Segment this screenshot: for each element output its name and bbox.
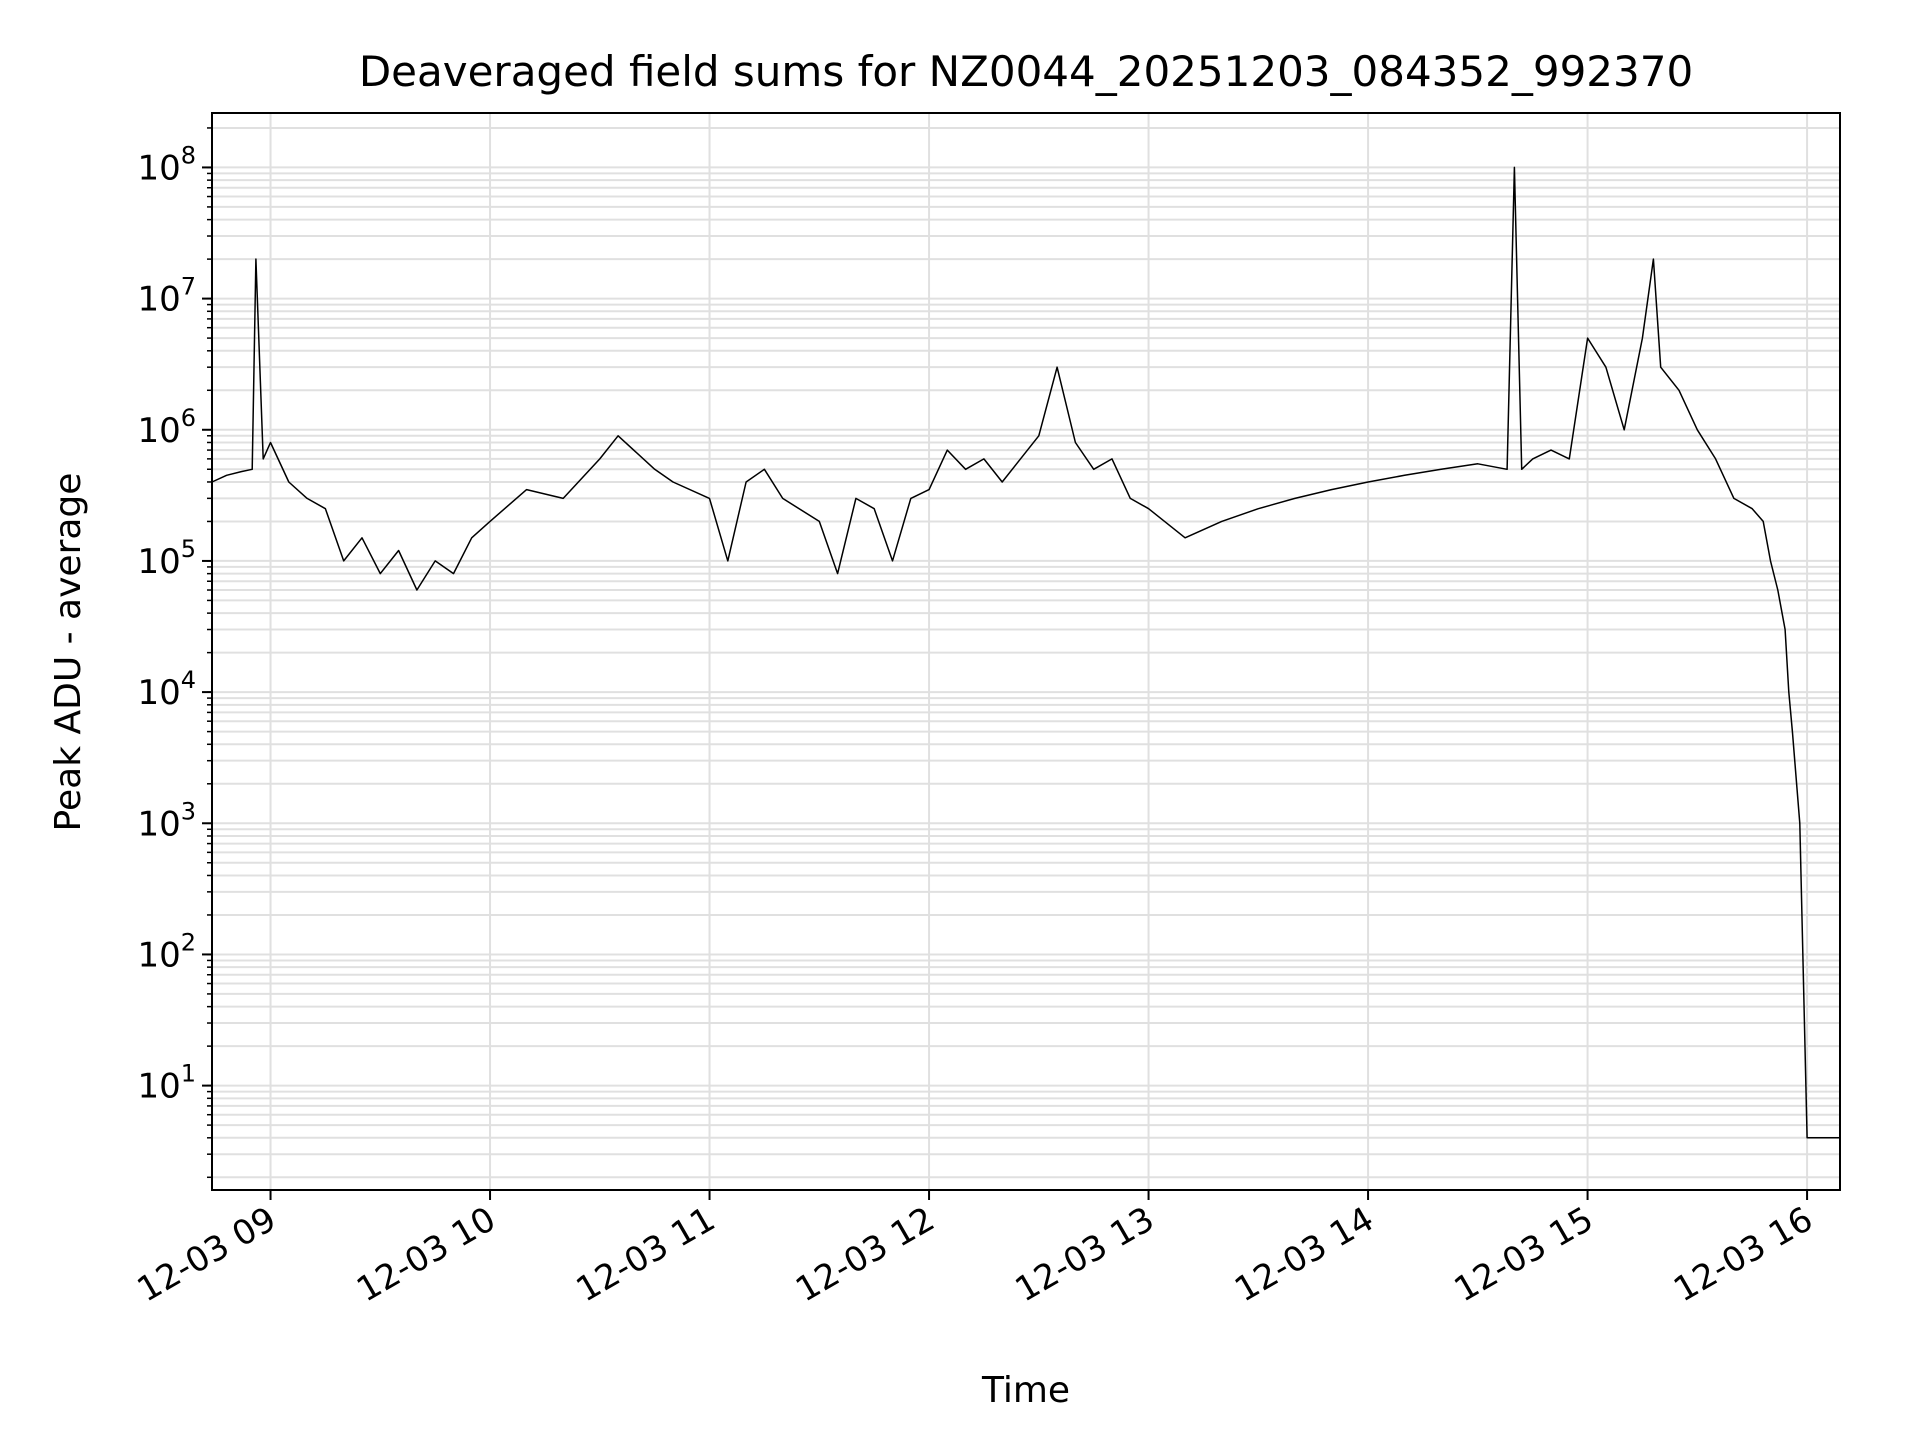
y-tick-label: 104	[137, 666, 196, 713]
y-tick-label: 105	[137, 535, 196, 582]
y-tick-label: 103	[137, 797, 196, 844]
y-tick-label: 107	[137, 273, 196, 320]
x-axis-label: Time	[981, 1370, 1070, 1411]
y-tick-label: 101	[137, 1060, 196, 1107]
y-tick-label: 102	[137, 928, 196, 975]
chart-title: Deaveraged field sums for NZ0044_2025120…	[359, 47, 1693, 96]
series-layer	[211, 166, 1840, 1139]
plot-frame	[211, 112, 1841, 1191]
y-tick-label: 108	[137, 141, 196, 188]
series-line	[211, 166, 1840, 1139]
grid	[212, 113, 1840, 1190]
y-tick-label: 106	[137, 404, 196, 451]
y-axis-label: Peak ADU - average	[48, 473, 89, 832]
